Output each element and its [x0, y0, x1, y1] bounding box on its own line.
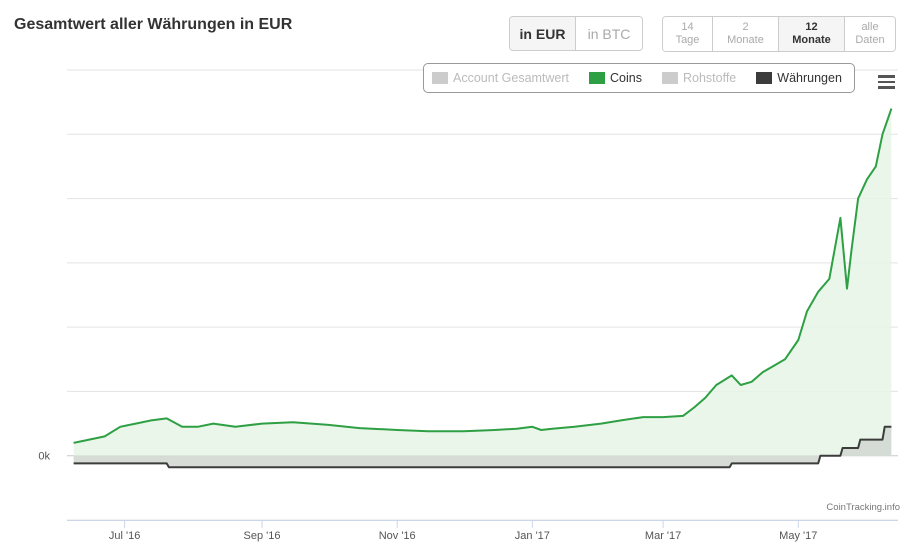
x-tick-label: Mar '17 [645, 530, 681, 542]
legend-item-rohstoffe[interactable]: Rohstoffe [661, 71, 737, 85]
range-label-unit: Monate [792, 34, 831, 46]
range-label-number: 14 [681, 21, 694, 33]
legend-item-coins[interactable]: Coins [589, 71, 642, 85]
y-tick-label: 0k [38, 451, 50, 463]
menu-bar [878, 86, 895, 89]
legend-swatch [661, 72, 678, 84]
menu-bar [878, 75, 895, 78]
x-tick-label: May '17 [779, 530, 817, 542]
legend-label: Coins [610, 71, 642, 85]
hamburger-menu-icon[interactable] [878, 75, 895, 89]
range-2-monate-button[interactable]: 2 Monate [713, 17, 779, 51]
legend-label: Rohstoffe [682, 71, 737, 85]
legend-item-account-gesamtwert[interactable]: Account Gesamtwert [432, 71, 569, 85]
range-label-number: 12 [805, 21, 818, 33]
legend-swatch [432, 72, 448, 84]
range-label-unit: Monate [727, 34, 764, 46]
series-line-waehrungen [73, 425, 892, 469]
currency-toggle: in EUR in BTC [509, 16, 643, 51]
range-12-monate-button[interactable]: 12 Monate [779, 17, 845, 51]
series-line-coins [73, 108, 893, 444]
legend-swatch [756, 72, 773, 84]
series-area-coins [73, 108, 892, 456]
credit-link[interactable]: CoinTracking.info [826, 502, 900, 513]
range-14-tage-button[interactable]: 14 Tage [663, 17, 713, 51]
chart-legend: Account Gesamtwert Coins Rohstoffe Währu… [423, 63, 855, 93]
range-label-number: 2 [742, 21, 749, 33]
range-label-number: alle [861, 21, 879, 33]
range-label-unit: Tage [675, 34, 700, 46]
range-alle-daten-button[interactable]: alle Daten [845, 17, 895, 51]
range-label-unit: Daten [855, 34, 885, 46]
legend-label: Währungen [777, 71, 842, 85]
x-tick-label: Nov '16 [379, 530, 416, 542]
menu-bar [878, 80, 895, 84]
in-btc-button[interactable]: in BTC [576, 17, 642, 50]
chart-title: Gesamtwert aller Währungen in EUR [14, 16, 293, 33]
x-tick-label: Jan '17 [515, 530, 550, 542]
legend-item-waehrungen[interactable]: Währungen [756, 71, 842, 85]
legend-swatch [589, 72, 606, 84]
x-tick-label: Jul '16 [109, 530, 140, 542]
range-selector: 14 Tage 2 Monate 12 Monate alle Daten [662, 16, 896, 52]
legend-label: Account Gesamtwert [453, 71, 570, 85]
series-area-waehrungen [73, 426, 892, 468]
in-eur-button[interactable]: in EUR [510, 17, 576, 50]
x-tick-label: Sep '16 [244, 530, 281, 542]
